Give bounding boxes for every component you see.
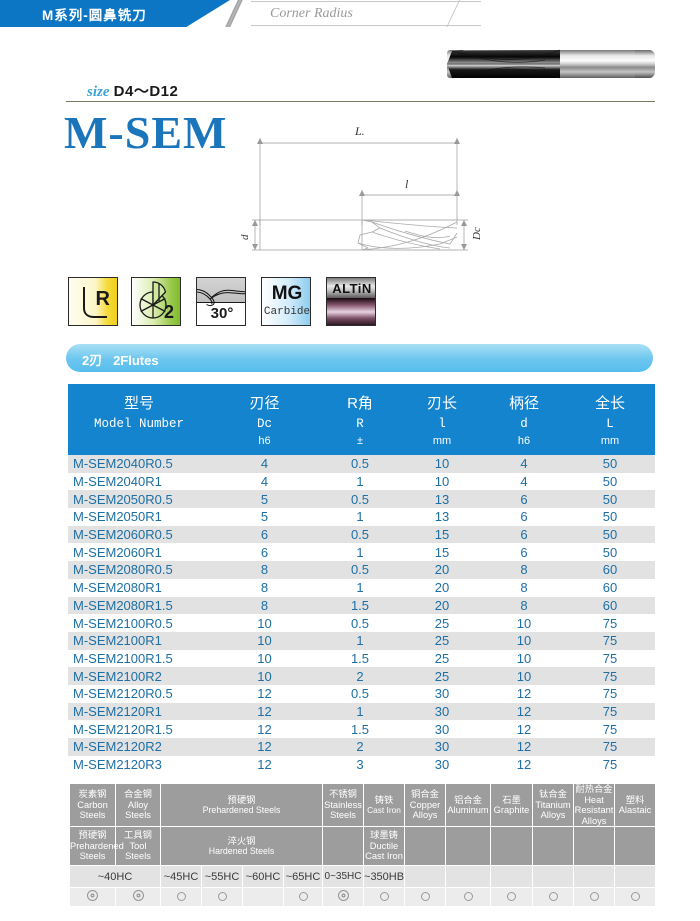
svg-text:d: d xyxy=(239,234,251,240)
svg-text:L.: L. xyxy=(354,124,365,138)
svg-text:Dc: Dc xyxy=(471,227,483,241)
svg-text:l: l xyxy=(405,177,409,191)
